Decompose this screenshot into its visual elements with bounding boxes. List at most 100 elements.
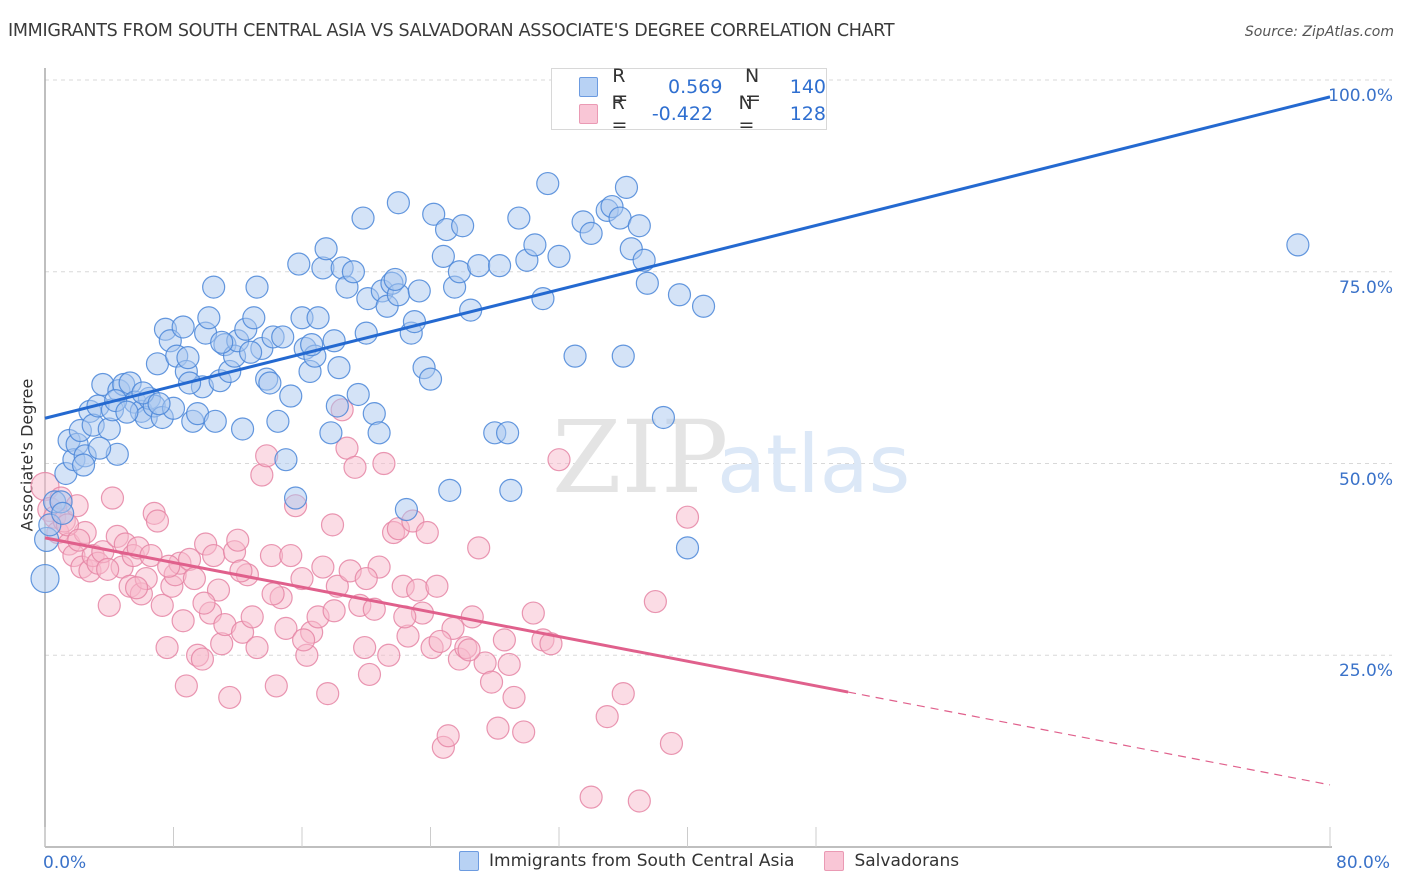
south-central-asia-point	[431, 244, 455, 269]
legend-item-salvadorans[interactable]: Salvadorans	[824, 851, 959, 871]
salvadoran-point	[320, 513, 345, 537]
r-label: R =	[612, 65, 629, 109]
south-central-asia-point	[283, 486, 308, 510]
south-central-asia-point	[651, 405, 676, 430]
salvadoran-point	[396, 624, 420, 648]
salvadoran-point	[353, 635, 377, 660]
salvadoran-point	[521, 601, 545, 625]
south-central-asia-point	[675, 536, 700, 560]
salvadoran-point	[643, 589, 667, 614]
salvadoran-point	[261, 582, 285, 606]
salvadoran-point	[428, 629, 452, 654]
y-tick-label: 50.0%	[1338, 469, 1393, 490]
salvadoran-point	[274, 616, 298, 641]
salvadoran-point	[157, 554, 181, 578]
south-central-asia-point	[242, 306, 266, 330]
south-central-asia-point	[279, 384, 303, 408]
salvadoran-point	[226, 528, 250, 552]
salvadoran-point	[145, 509, 170, 533]
salvadorans-trendline	[44, 536, 849, 694]
salvadoran-point	[362, 597, 386, 621]
south-central-asia-point	[210, 330, 234, 354]
x-tick-label-max: 80.0%	[1336, 853, 1391, 873]
source-label: Source: ZipAtlas.com	[1244, 24, 1394, 40]
stats-legend: R = 0.569 N = 140 R = -0.422 N = 128	[551, 65, 827, 136]
south-central-asia-point	[245, 275, 269, 299]
south-central-asia-point	[499, 478, 523, 502]
salvadoran-point	[100, 486, 125, 510]
south-central-asia-point	[51, 501, 75, 525]
salvadoran-point	[436, 724, 460, 748]
salvadoran-point	[229, 559, 253, 583]
salvadoran-point	[171, 609, 195, 633]
salvadoran-point	[206, 578, 231, 602]
salvadoran-point	[210, 632, 234, 656]
legend-label: Immigrants from South Central Asia	[489, 851, 795, 871]
south-central-asia-point	[418, 367, 443, 391]
south-central-asia-point	[614, 175, 639, 199]
south-central-asia-point	[667, 283, 692, 307]
n-label: N =	[738, 92, 755, 136]
south-central-asia-trendline	[44, 95, 1331, 420]
salvadoran-point	[372, 451, 396, 476]
south-central-asia-point	[271, 325, 295, 349]
south-central-asia-point	[536, 171, 560, 196]
salvadoran-point	[311, 555, 335, 579]
trendlines	[44, 95, 1331, 786]
salvadoran-point	[250, 463, 274, 487]
salvadoran-point	[467, 536, 491, 560]
salvadoran-point	[245, 635, 269, 660]
south-central-asia-point	[367, 421, 391, 445]
south-central-asia-point	[507, 206, 531, 230]
south-central-asia-point	[306, 306, 330, 330]
south-central-asia-point	[487, 254, 512, 278]
south-central-asia-point	[266, 409, 290, 433]
salvadorans-points	[30, 398, 700, 813]
salvadorans-trendline-extension	[848, 691, 1331, 786]
south-central-asia-point	[319, 421, 343, 445]
salvadoran-point	[150, 593, 174, 617]
south-central-asia-point	[362, 402, 386, 426]
south-central-asia-points	[30, 171, 1310, 594]
salvadoran-point	[460, 605, 484, 629]
x-tick-label-min: 0.0%	[43, 853, 87, 873]
salvadoran-point	[343, 455, 367, 479]
salvadoran-point	[479, 670, 504, 694]
salvadoran-point	[659, 731, 684, 756]
r-value: -0.422	[651, 103, 714, 125]
salvadoran-point	[547, 448, 571, 472]
south-central-asia-point	[496, 421, 520, 445]
south-central-asia-point	[386, 191, 410, 215]
salvadoran-point	[264, 674, 288, 698]
south-central-asia-point	[691, 294, 716, 318]
south-central-asia-point	[197, 306, 221, 330]
south-central-asia-point	[351, 206, 375, 230]
south-central-asia-point	[97, 417, 121, 441]
legend-item-south-central-asia[interactable]: Immigrants from South Central Asia	[459, 851, 794, 871]
salvadoran-point	[457, 638, 481, 662]
watermark-atlas: atlas	[717, 418, 910, 511]
south-central-asia-point	[563, 344, 587, 368]
n-value: 128	[789, 103, 826, 125]
south-central-asia-point	[203, 409, 227, 433]
salvadoran-point	[316, 681, 340, 706]
south-central-asia-point	[407, 279, 431, 303]
stats-row-salvadorans: R = -0.422 N = 128	[552, 92, 826, 136]
salvadoran-point	[492, 628, 516, 652]
south-central-asia-point	[258, 371, 282, 395]
blue-swatch-icon	[579, 77, 599, 97]
n-value: 140	[789, 76, 826, 98]
salvadoran-point	[240, 605, 264, 629]
salvadoran-point	[290, 566, 314, 591]
salvadoran-point	[611, 681, 635, 706]
salvadoran-point	[202, 543, 226, 568]
salvadoran-point	[174, 674, 198, 698]
y-tick-label: 75.0%	[1338, 277, 1393, 298]
salvadoran-point	[96, 557, 120, 581]
south-central-asia-point	[523, 233, 547, 257]
south-central-asia-point	[171, 315, 195, 339]
south-central-asia-point	[579, 221, 603, 245]
chart-title: IMMIGRANTS FROM SOUTH CENTRAL ASIA VS SA…	[8, 21, 895, 41]
salvadoran-point	[406, 578, 430, 602]
